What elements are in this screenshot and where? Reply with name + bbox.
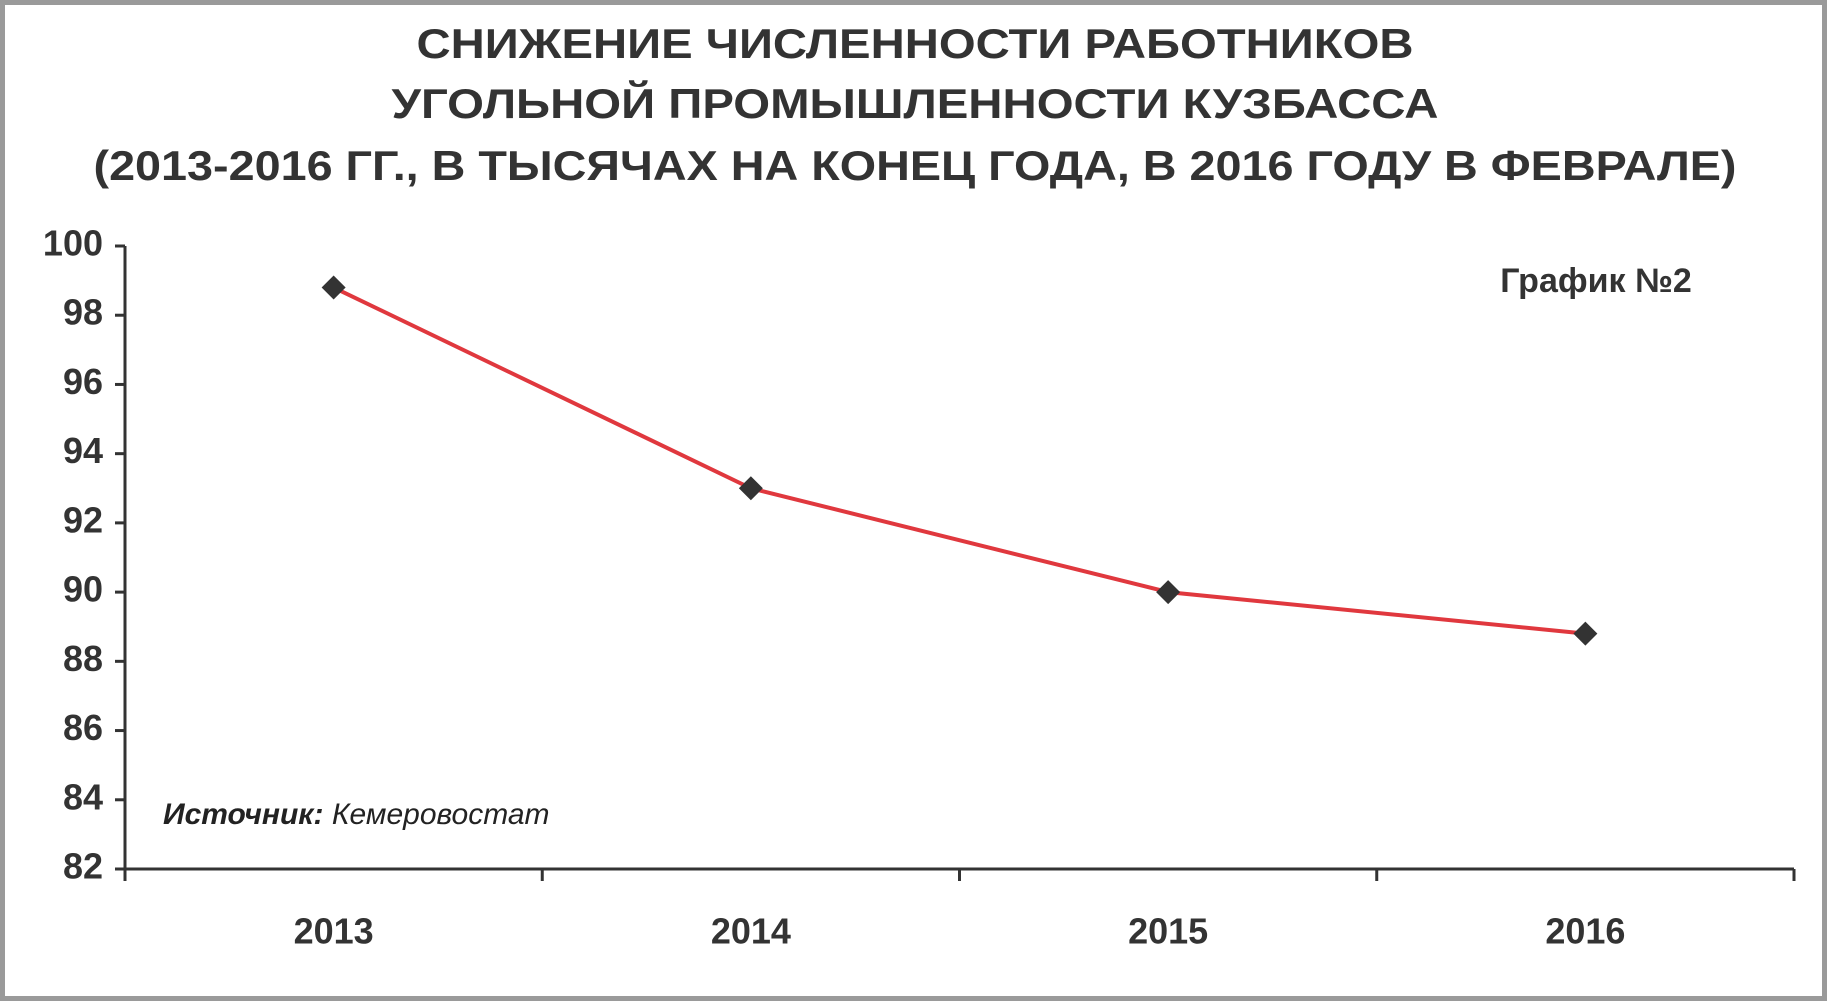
source: Источник: Кемеровостат	[163, 798, 550, 831]
x-tick-label: 2016	[1545, 911, 1625, 952]
marker	[1156, 580, 1181, 605]
chart-title: СНИЖЕНИЕ ЧИСЛЕННОСТИ РАБОТНИКОВ	[417, 20, 1414, 67]
marker	[1573, 621, 1598, 646]
chart-title: УГОЛЬНОЙ ПРОМЫШЛЕННОСТИ КУЗБАССА	[392, 79, 1439, 127]
source-name: Кемеровостат	[332, 798, 550, 831]
annotation: График №2	[1500, 262, 1692, 300]
x-tick-label: 2014	[711, 911, 791, 952]
line	[332, 285, 1586, 636]
y-tick-label: 90	[63, 569, 103, 610]
y-tick-label: 98	[63, 292, 103, 333]
marker	[321, 275, 346, 300]
marker	[738, 476, 763, 501]
y-tick-label: 82	[63, 846, 103, 887]
x-tick-label: 2015	[1128, 911, 1208, 952]
y-tick-label: 100	[43, 223, 103, 264]
source-label: Источник:	[163, 798, 324, 831]
y-tick-label: 94	[63, 430, 103, 471]
y-tick-label: 88	[63, 638, 103, 679]
y-tick-label: 92	[63, 499, 103, 540]
y-tick-label: 84	[63, 776, 103, 817]
y-tick-label: 96	[63, 361, 103, 402]
chart-title: (2013-2016 ГГ., В ТЫСЯЧАХ НА КОНЕЦ ГОДА,…	[94, 142, 1737, 189]
y-tick-label: 86	[63, 707, 103, 748]
x-tick-label: 2013	[294, 911, 374, 952]
